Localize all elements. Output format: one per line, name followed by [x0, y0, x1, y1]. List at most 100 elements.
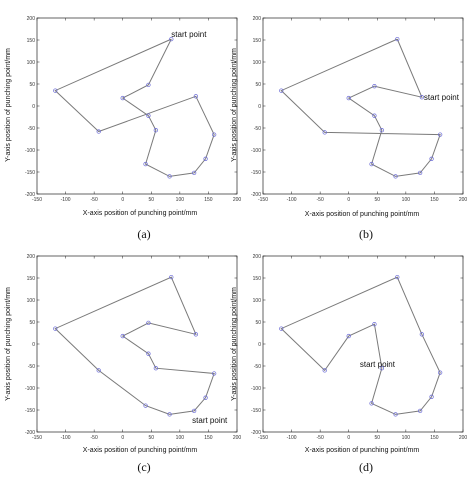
x-tick-label: 50 [149, 197, 155, 203]
punching-point-marker [346, 333, 351, 339]
panel-label: (c) [137, 460, 150, 474]
y-tick-label: 0 [32, 104, 35, 110]
punching-point-marker [417, 408, 423, 414]
y-tick-label: -150 [25, 408, 35, 414]
punching-point-marker [203, 156, 208, 161]
y-tick-label: -150 [25, 170, 35, 176]
y-tick-label: 200 [253, 16, 262, 22]
x-tick-label: 150 [430, 435, 439, 441]
x-tick-label: -50 [317, 197, 324, 203]
x-tick-label: 50 [375, 197, 381, 203]
punching-point-marker [393, 174, 398, 179]
punching-point-marker [203, 395, 208, 400]
plot-frame [262, 255, 464, 433]
y-tick-label: 100 [253, 60, 262, 66]
y-tick-label: -50 [254, 126, 261, 132]
y-tick-label: 200 [27, 16, 36, 22]
punching-point-marker [429, 394, 434, 399]
y-tick-label: 150 [253, 38, 262, 44]
y-tick-label: 200 [253, 254, 262, 260]
punching-point-marker [146, 113, 151, 118]
y-tick-label: -100 [25, 386, 35, 392]
punching-point-marker [322, 368, 327, 373]
y-tick-label: 200 [27, 254, 36, 260]
punching-point-marker [120, 95, 125, 101]
y-tick-label: -50 [28, 364, 35, 370]
x-tick-label: 200 [233, 435, 242, 441]
x-tick-label: 150 [430, 197, 439, 203]
punching-point-marker [146, 351, 151, 356]
punching-point-marker [279, 88, 284, 93]
x-axis-label: X-axis position of punching point/mm [83, 210, 198, 217]
punching-point-marker [191, 408, 197, 414]
y-tick-label: 50 [29, 82, 35, 88]
punching-point-marker [395, 36, 400, 42]
punching-point-marker [322, 130, 327, 135]
punching-point-marker [279, 326, 284, 331]
y-tick-label: -50 [254, 364, 261, 370]
y-tick-label: 150 [27, 276, 36, 282]
x-tick-label: 150 [204, 197, 213, 203]
punching-point-marker [143, 403, 148, 408]
punching-point-marker [143, 161, 148, 167]
x-tick-label: 100 [402, 197, 411, 203]
y-tick-label: 50 [255, 320, 261, 326]
y-tick-label: -100 [251, 386, 261, 392]
punching-point-marker [379, 128, 385, 133]
panel-c: -150 -100 -50 0 50 100 150 200-200-150-100-5005… [5, 254, 241, 474]
punching-point-marker [372, 84, 377, 89]
x-tick-label: -150 [32, 435, 42, 441]
punching-point-marker [169, 36, 174, 42]
punching-point-marker [437, 132, 443, 137]
punching-point-marker [211, 132, 217, 137]
panel-label: (d) [359, 460, 373, 474]
x-tick-label: -100 [61, 197, 71, 203]
x-tick-label: 200 [233, 197, 242, 203]
y-tick-label: 0 [32, 342, 35, 348]
x-tick-label: 0 [121, 435, 124, 441]
punching-point-marker [346, 95, 351, 101]
y-tick-label: -200 [25, 430, 35, 436]
x-tick-label: -100 [287, 435, 297, 441]
punching-point-marker [53, 88, 58, 93]
y-tick-label: 150 [253, 276, 262, 282]
punching-point-marker [419, 332, 425, 337]
start-point-annotation: start point [360, 360, 396, 369]
x-tick-label: -150 [258, 435, 268, 441]
start-point-annotation: start point [424, 93, 460, 102]
x-tick-label: 100 [402, 435, 411, 441]
y-tick-label: 0 [258, 342, 261, 348]
x-tick-label: -100 [287, 197, 297, 203]
y-axis-label: Y-axis position of punching point/mm [231, 287, 238, 401]
punching-point-marker [419, 95, 425, 100]
x-tick-label: -100 [61, 435, 71, 441]
x-tick-label: -50 [91, 435, 98, 441]
punching-point-marker [393, 412, 398, 417]
panel-b: -150 -100 -50 0 50 100 150 200-200-150-100-5005… [231, 16, 467, 241]
plot-frame [262, 17, 464, 195]
y-tick-label: 50 [255, 82, 261, 88]
punching-point-marker [193, 332, 199, 337]
punching-point-marker [120, 333, 125, 339]
x-tick-label: -50 [317, 435, 324, 441]
y-tick-label: -100 [251, 148, 261, 154]
y-tick-label: 100 [27, 298, 36, 304]
y-tick-label: 150 [27, 38, 36, 44]
punching-point-marker [429, 156, 434, 161]
punching-path-line [280, 276, 441, 415]
punching-point-marker [53, 326, 58, 331]
punching-path-line [54, 38, 215, 177]
x-tick-label: 200 [459, 435, 468, 441]
y-tick-label: -200 [251, 192, 261, 198]
plot-frame [36, 17, 238, 195]
y-tick-label: 0 [258, 104, 261, 110]
punching-point-marker [211, 371, 217, 376]
punching-point-marker [191, 170, 197, 176]
x-axis-label: X-axis position of punching point/mm [305, 447, 420, 454]
punching-point-marker [146, 320, 151, 326]
x-tick-label: 0 [121, 197, 124, 203]
punching-point-marker [395, 274, 400, 280]
y-axis-label: Y-axis position of punching point/mm [231, 48, 238, 162]
x-tick-label: 100 [176, 435, 185, 441]
